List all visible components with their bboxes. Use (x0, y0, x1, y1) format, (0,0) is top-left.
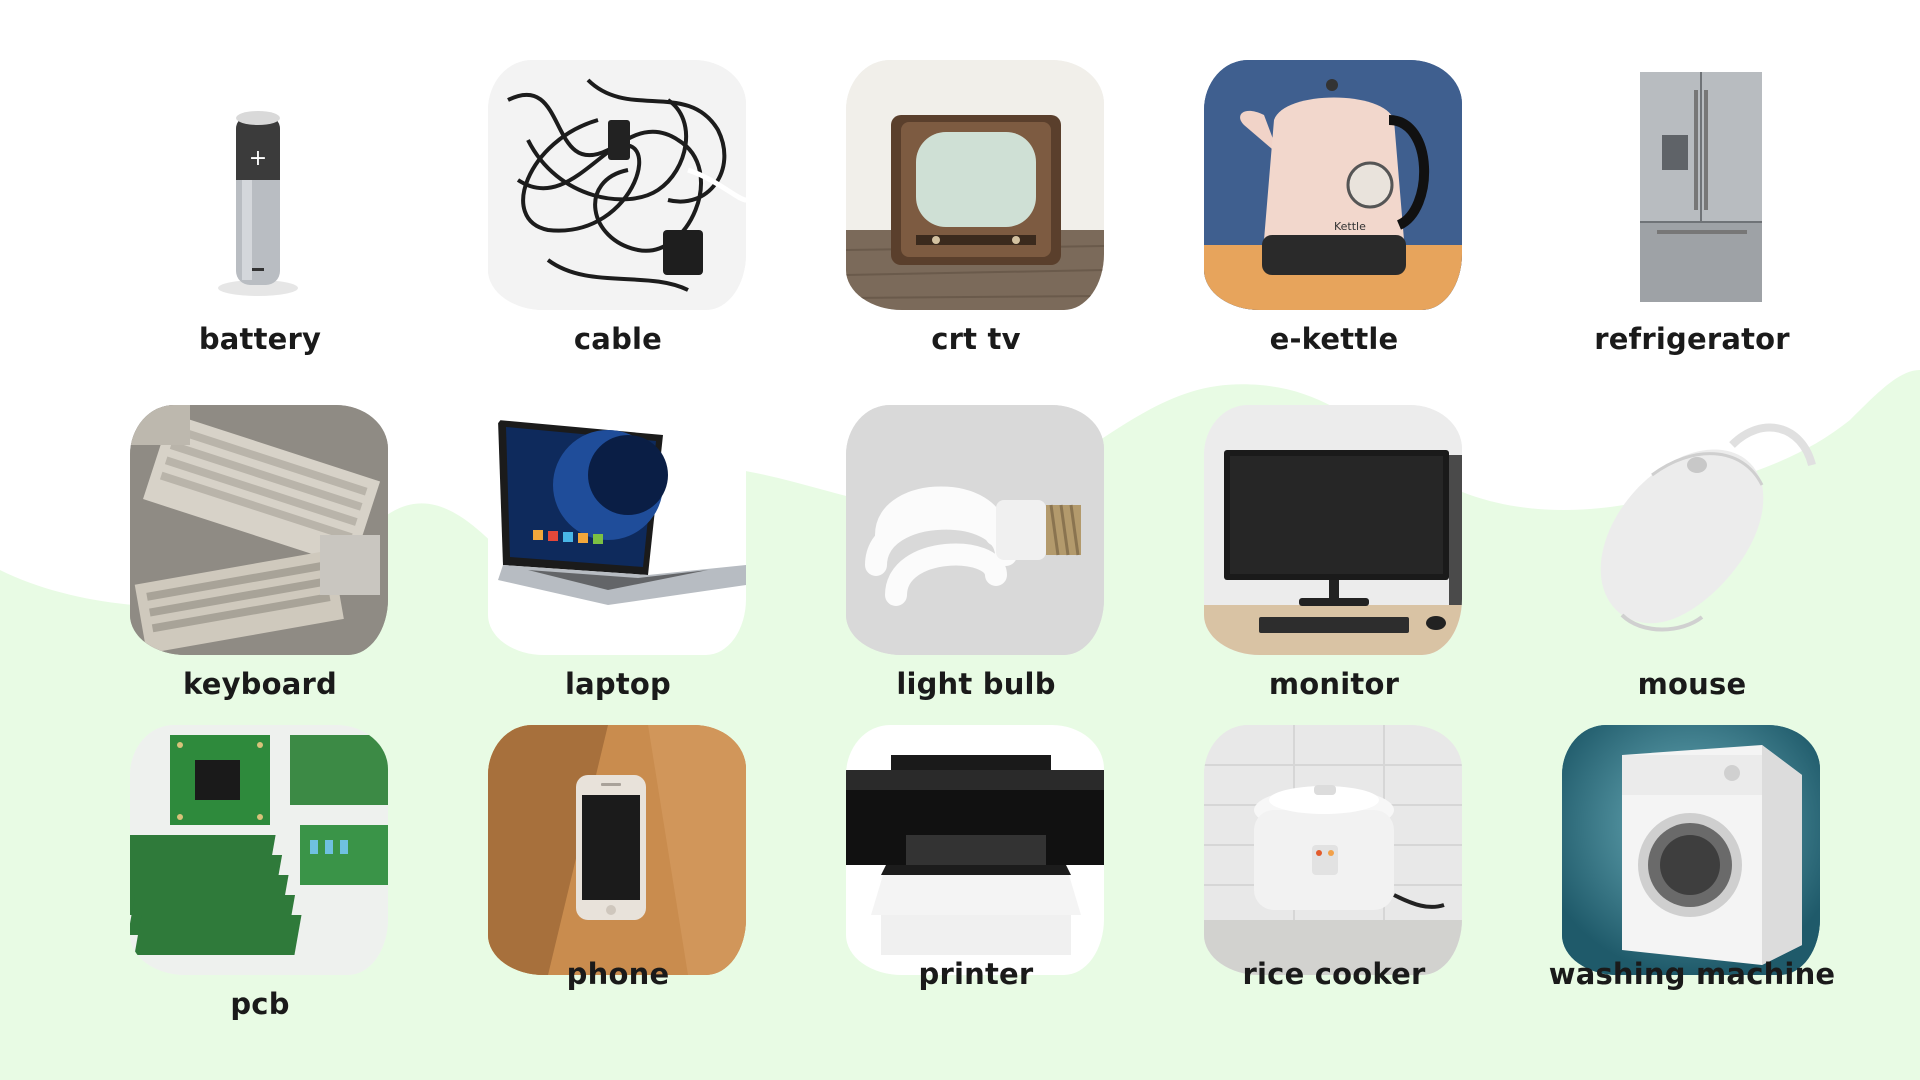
item-label: washing machine (1548, 957, 1836, 991)
svg-text:+: + (249, 146, 267, 171)
item-label: light bulb (896, 667, 1056, 701)
item-label: monitor (1268, 667, 1400, 701)
item-label: printer (918, 957, 1034, 991)
item-label: refrigerator (1594, 322, 1790, 356)
svg-text:Kettle: Kettle (1334, 220, 1366, 233)
item-label: battery (198, 322, 322, 356)
item-label: crt tv (931, 322, 1021, 356)
crt-tv-icon (846, 60, 1104, 310)
cable-icon (488, 60, 746, 310)
keyboard-icon (130, 405, 388, 655)
printer-icon (846, 725, 1104, 975)
monitor-icon (1204, 405, 1462, 655)
mouse-icon (1562, 405, 1820, 655)
refrigerator-icon (1562, 60, 1820, 310)
item-label: cable (573, 322, 663, 356)
kettle-icon: Kettle (1204, 60, 1462, 310)
item-label: laptop (564, 667, 671, 701)
item-label: e-kettle (1269, 322, 1399, 356)
washing-machine-icon (1562, 725, 1820, 975)
item-label: phone (566, 957, 670, 991)
laptop-icon (488, 405, 746, 655)
item-label: rice cooker (1242, 957, 1426, 991)
item-label: keyboard (183, 667, 337, 701)
item-label: pcb (230, 987, 290, 1021)
rice-cooker-icon (1204, 725, 1462, 975)
battery-icon: + (130, 60, 388, 310)
light-bulb-icon (846, 405, 1104, 655)
pcb-icon (130, 725, 388, 975)
item-label: mouse (1637, 667, 1747, 701)
phone-icon (488, 725, 746, 975)
